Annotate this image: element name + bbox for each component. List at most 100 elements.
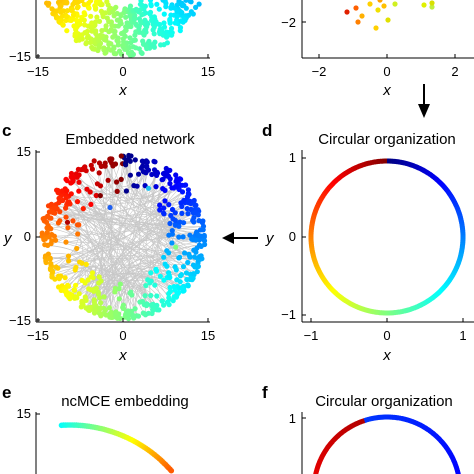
network-node	[131, 16, 138, 22]
network-node	[81, 1, 87, 8]
network-node	[48, 201, 55, 207]
ring-segment	[363, 417, 368, 424]
network-edge	[70, 279, 145, 305]
network-edge	[58, 193, 189, 288]
network-edge	[98, 158, 113, 278]
network-node	[143, 283, 149, 289]
panel-b-xtick: −2	[312, 64, 327, 79]
network-node	[157, 21, 163, 28]
ring-segment	[434, 291, 440, 297]
network-node	[163, 165, 169, 172]
panel-c-ytick: 15	[17, 144, 31, 159]
network-node	[153, 184, 159, 190]
network-node	[196, 1, 202, 7]
network-node	[40, 216, 46, 222]
scatter-point	[353, 5, 359, 11]
network-node	[58, 0, 64, 5]
network-edge	[45, 234, 190, 262]
network-node	[197, 227, 204, 233]
network-node	[171, 294, 177, 300]
network-node	[193, 264, 199, 270]
network-node	[161, 11, 167, 17]
network-edge	[59, 193, 173, 235]
panel-d-letter: d	[262, 121, 272, 140]
panel-d-ring	[308, 158, 466, 316]
ring-segment	[420, 423, 425, 429]
network-node	[102, 307, 108, 313]
network-node	[58, 3, 64, 9]
network-edge	[123, 157, 184, 205]
network-node	[96, 274, 102, 280]
network-edge	[68, 201, 112, 318]
network-node	[180, 19, 186, 25]
network-node	[110, 34, 116, 40]
network-node	[76, 179, 82, 185]
scatter-point	[429, 4, 435, 10]
network-node	[94, 14, 100, 20]
panel-a-ytick: −15	[9, 49, 31, 64]
network-edge	[93, 160, 114, 318]
network-node	[116, 286, 122, 292]
network-node	[196, 242, 203, 248]
network-node	[66, 258, 72, 264]
network-node	[63, 205, 69, 211]
panel-a: −15 0 15 −15 x	[9, 0, 215, 99]
network-node	[70, 174, 76, 181]
network-node	[161, 205, 167, 211]
network-node	[187, 254, 193, 260]
network-node	[162, 198, 168, 204]
network-node	[74, 222, 81, 228]
ring-segment	[356, 304, 362, 311]
ring-segment	[309, 220, 316, 225]
network-node	[180, 264, 187, 270]
network-node	[68, 191, 74, 197]
network-node	[62, 275, 68, 281]
network-node	[145, 185, 152, 191]
network-node	[141, 159, 147, 165]
network-node	[63, 289, 70, 295]
network-node	[166, 250, 172, 256]
network-edge	[84, 169, 197, 253]
network-node	[111, 13, 117, 19]
network-node	[63, 176, 69, 182]
network-node	[59, 13, 66, 19]
network-node	[130, 313, 136, 319]
network-node	[179, 210, 185, 216]
network-node	[161, 20, 167, 26]
network-edge	[92, 179, 163, 273]
panel-b-xtick: 0	[383, 64, 390, 79]
network-node	[127, 13, 133, 19]
network-node	[69, 7, 75, 13]
ring-segment	[320, 452, 326, 457]
network-node	[79, 277, 85, 283]
network-node	[81, 17, 87, 23]
network-node	[74, 0, 80, 5]
network-node	[98, 300, 104, 306]
panel-f-ring	[313, 414, 461, 474]
network-edge	[52, 204, 169, 272]
network-edge	[105, 268, 151, 310]
network-node	[180, 234, 186, 240]
network-node	[172, 20, 178, 26]
network-node	[70, 1, 76, 7]
network-node	[185, 194, 191, 200]
panel-c-xtick: 0	[119, 328, 126, 343]
network-edge	[49, 185, 185, 215]
network-node	[149, 171, 155, 178]
network-node	[144, 159, 150, 165]
network-node	[200, 218, 206, 224]
network-node	[42, 242, 48, 248]
network-node	[112, 289, 118, 295]
network-node	[68, 17, 74, 23]
network-node	[75, 231, 81, 237]
network-node	[114, 179, 120, 185]
panel-d-ylabel: y	[265, 230, 275, 247]
network-edge	[58, 222, 164, 258]
network-node	[118, 12, 124, 18]
ring-segment	[312, 259, 318, 264]
ring-segment	[325, 186, 332, 192]
network-node	[58, 17, 64, 23]
network-node	[110, 9, 116, 15]
network-node	[128, 308, 135, 314]
network-node	[154, 170, 161, 176]
